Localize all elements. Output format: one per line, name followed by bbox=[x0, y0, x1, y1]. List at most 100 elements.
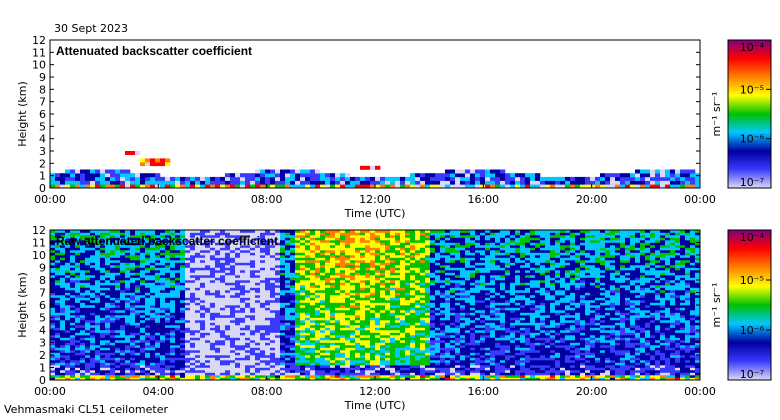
heatmap-cell bbox=[55, 300, 61, 303]
heatmap-cell bbox=[175, 260, 181, 263]
heatmap-cell bbox=[100, 300, 106, 303]
heatmap-cell bbox=[320, 242, 326, 246]
heatmap-cell bbox=[315, 300, 321, 303]
heatmap-cell bbox=[300, 367, 306, 371]
y-tick-label: 2 bbox=[39, 157, 46, 170]
heatmap-cell bbox=[205, 310, 211, 313]
heatmap-cell bbox=[300, 302, 306, 306]
heatmap-cell bbox=[150, 173, 156, 178]
heatmap-cell bbox=[175, 267, 181, 271]
heatmap-cell bbox=[240, 345, 246, 348]
heatmap-cell bbox=[325, 237, 331, 241]
heatmap-cell bbox=[250, 285, 256, 288]
heatmap-cell bbox=[210, 230, 216, 233]
heatmap-cell bbox=[250, 305, 256, 308]
heatmap-cell bbox=[240, 352, 246, 356]
heatmap-cell bbox=[150, 267, 156, 271]
heatmap-cell bbox=[350, 292, 356, 296]
heatmap-cell bbox=[260, 367, 266, 371]
heatmap-cell bbox=[195, 305, 201, 308]
heatmap-cell bbox=[525, 176, 531, 181]
heatmap-cell bbox=[115, 350, 121, 353]
heatmap-cell bbox=[200, 252, 206, 256]
heatmap-cell bbox=[175, 250, 181, 253]
heatmap-cell bbox=[385, 367, 391, 371]
heatmap-cell bbox=[335, 240, 341, 243]
heatmap-cell bbox=[155, 287, 161, 291]
heatmap-cell bbox=[260, 377, 266, 381]
heatmap-cell bbox=[320, 255, 326, 258]
heatmap-cell bbox=[380, 277, 386, 281]
heatmap-cell bbox=[285, 240, 291, 243]
heatmap-cell bbox=[65, 335, 71, 338]
heatmap-cell bbox=[150, 285, 156, 288]
heatmap-cell bbox=[85, 342, 91, 346]
heatmap-cell bbox=[290, 375, 296, 378]
heatmap-cell bbox=[405, 292, 411, 296]
heatmap-cell bbox=[255, 300, 261, 303]
heatmap-cell bbox=[265, 312, 271, 316]
heatmap-cell bbox=[190, 292, 196, 296]
heatmap-cell bbox=[75, 360, 81, 363]
heatmap-cell bbox=[55, 290, 61, 293]
heatmap-cell bbox=[105, 255, 111, 258]
heatmap-cell bbox=[160, 285, 166, 288]
heatmap-cell bbox=[130, 377, 136, 381]
heatmap-cell bbox=[340, 232, 346, 236]
heatmap-cell bbox=[70, 310, 76, 313]
heatmap-cell bbox=[145, 280, 151, 283]
heatmap-cell bbox=[65, 173, 71, 178]
heatmap-cell bbox=[135, 335, 141, 338]
heatmap-cell bbox=[105, 295, 111, 298]
heatmap-cell bbox=[480, 173, 486, 178]
heatmap-cell bbox=[400, 262, 406, 266]
heatmap-cell bbox=[125, 260, 131, 263]
heatmap-cell bbox=[405, 375, 411, 378]
heatmap-cell bbox=[320, 365, 326, 368]
heatmap-cell bbox=[125, 307, 131, 311]
x-tick-label: 08:00 bbox=[251, 193, 283, 206]
heatmap-cell bbox=[365, 260, 371, 263]
heatmap-cell bbox=[395, 362, 401, 366]
heatmap-cell bbox=[215, 337, 221, 341]
heatmap-cell bbox=[330, 287, 336, 291]
heatmap-cell bbox=[325, 230, 331, 233]
heatmap-cell bbox=[635, 180, 641, 185]
heatmap-cell bbox=[400, 272, 406, 276]
heatmap-cell bbox=[285, 265, 291, 268]
heatmap-cell bbox=[260, 305, 266, 308]
heatmap-cell bbox=[245, 277, 251, 281]
heatmap-cell bbox=[235, 345, 241, 348]
heatmap-cell bbox=[685, 176, 691, 181]
heatmap-cell bbox=[290, 250, 296, 253]
heatmap-cell bbox=[295, 292, 301, 296]
heatmap-cell bbox=[290, 240, 296, 243]
heatmap-cell bbox=[120, 270, 126, 273]
heatmap-cell bbox=[105, 250, 111, 253]
heatmap-cell bbox=[255, 322, 261, 326]
heatmap-cell bbox=[405, 277, 411, 281]
heatmap-cell bbox=[320, 180, 326, 185]
heatmap-cell bbox=[265, 245, 271, 248]
heatmap-cell bbox=[150, 280, 156, 283]
heatmap-cell bbox=[325, 357, 331, 361]
heatmap-cell bbox=[235, 240, 241, 243]
heatmap-cell bbox=[220, 302, 226, 306]
heatmap-cell bbox=[175, 240, 181, 243]
heatmap-cell bbox=[95, 302, 101, 306]
heatmap-cell bbox=[120, 237, 126, 241]
heatmap-cell bbox=[375, 357, 381, 361]
heatmap-cell bbox=[260, 184, 266, 189]
heatmap-cell bbox=[70, 302, 76, 306]
heatmap-cell bbox=[110, 317, 116, 321]
heatmap-cell bbox=[230, 375, 236, 378]
heatmap-cell bbox=[80, 320, 86, 323]
heatmap-cell bbox=[90, 315, 96, 318]
heatmap-cell bbox=[250, 242, 256, 246]
heatmap-cell bbox=[150, 340, 156, 343]
heatmap-cell bbox=[410, 280, 416, 283]
heatmap-cell bbox=[95, 280, 101, 283]
heatmap-cell bbox=[200, 265, 206, 268]
heatmap-cell bbox=[285, 355, 291, 358]
heatmap-cell bbox=[360, 305, 366, 308]
